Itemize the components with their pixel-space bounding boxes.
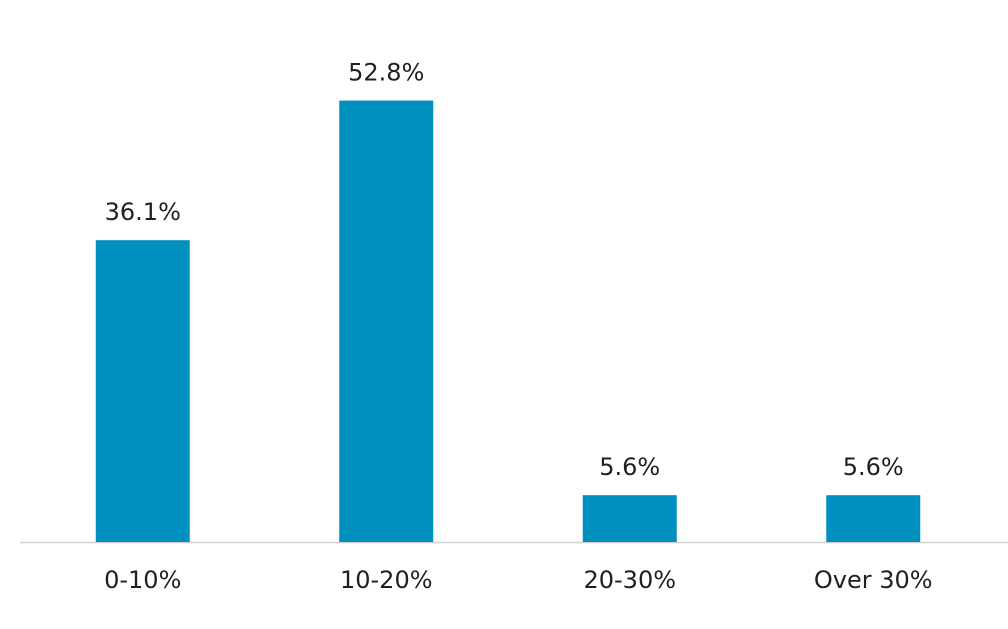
bar: [339, 100, 434, 542]
value-label: 5.6%: [599, 453, 660, 481]
bar: [95, 240, 190, 543]
value-label: 5.6%: [843, 453, 904, 481]
value-label: 52.8%: [348, 59, 424, 87]
x-tick-label: 10-20%: [340, 566, 433, 594]
value-label: 36.1%: [105, 198, 181, 226]
x-tick-label: Over 30%: [814, 566, 933, 594]
bar: [582, 495, 677, 542]
x-tick-label: 0-10%: [104, 566, 181, 594]
bar: [826, 495, 921, 542]
x-tick-label: 20-30%: [583, 566, 676, 594]
